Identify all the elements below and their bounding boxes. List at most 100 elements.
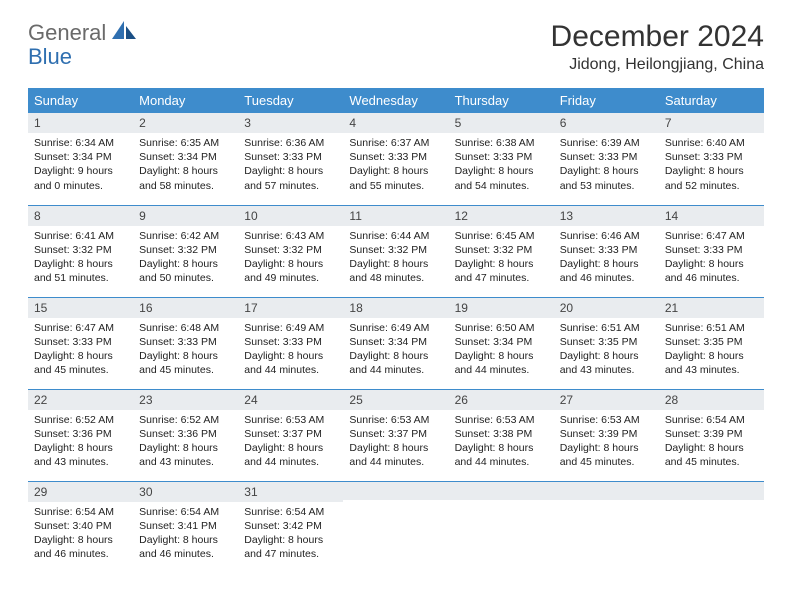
calendar-week-row: 1Sunrise: 6:34 AMSunset: 3:34 PMDaylight… xyxy=(28,113,764,205)
day-number: 4 xyxy=(343,113,448,133)
day-number: 1 xyxy=(28,113,133,133)
day-number: 9 xyxy=(133,206,238,226)
sunrise-text: Sunrise: 6:49 AM xyxy=(244,321,337,335)
day-details: Sunrise: 6:44 AMSunset: 3:32 PMDaylight:… xyxy=(343,226,448,290)
sunrise-text: Sunrise: 6:41 AM xyxy=(34,229,127,243)
calendar-day-cell: 8Sunrise: 6:41 AMSunset: 3:32 PMDaylight… xyxy=(28,205,133,297)
calendar-day-cell: 7Sunrise: 6:40 AMSunset: 3:33 PMDaylight… xyxy=(659,113,764,205)
calendar-day-cell xyxy=(659,481,764,573)
sunrise-text: Sunrise: 6:42 AM xyxy=(139,229,232,243)
sunrise-text: Sunrise: 6:34 AM xyxy=(34,136,127,150)
logo-text-general: General xyxy=(28,20,106,46)
day-number xyxy=(554,482,659,500)
calendar-day-cell: 18Sunrise: 6:49 AMSunset: 3:34 PMDayligh… xyxy=(343,297,448,389)
sunrise-text: Sunrise: 6:46 AM xyxy=(560,229,653,243)
calendar-week-row: 8Sunrise: 6:41 AMSunset: 3:32 PMDaylight… xyxy=(28,205,764,297)
sunset-text: Sunset: 3:34 PM xyxy=(455,335,548,349)
sunset-text: Sunset: 3:33 PM xyxy=(244,150,337,164)
sunset-text: Sunset: 3:33 PM xyxy=(455,150,548,164)
calendar-day-cell: 21Sunrise: 6:51 AMSunset: 3:35 PMDayligh… xyxy=(659,297,764,389)
weekday-header: Thursday xyxy=(449,88,554,113)
day-details: Sunrise: 6:41 AMSunset: 3:32 PMDaylight:… xyxy=(28,226,133,290)
day-number: 2 xyxy=(133,113,238,133)
sunset-text: Sunset: 3:36 PM xyxy=(139,427,232,441)
weekday-header: Monday xyxy=(133,88,238,113)
day-details: Sunrise: 6:46 AMSunset: 3:33 PMDaylight:… xyxy=(554,226,659,290)
sunset-text: Sunset: 3:33 PM xyxy=(244,335,337,349)
calendar-day-cell: 27Sunrise: 6:53 AMSunset: 3:39 PMDayligh… xyxy=(554,389,659,481)
day-number: 3 xyxy=(238,113,343,133)
sunrise-text: Sunrise: 6:44 AM xyxy=(349,229,442,243)
day-details: Sunrise: 6:52 AMSunset: 3:36 PMDaylight:… xyxy=(28,410,133,474)
calendar-day-cell xyxy=(449,481,554,573)
sunset-text: Sunset: 3:33 PM xyxy=(560,243,653,257)
daylight-text: Daylight: 8 hours and 45 minutes. xyxy=(34,349,127,377)
sunset-text: Sunset: 3:34 PM xyxy=(34,150,127,164)
calendar-day-cell: 1Sunrise: 6:34 AMSunset: 3:34 PMDaylight… xyxy=(28,113,133,205)
weekday-header: Friday xyxy=(554,88,659,113)
day-details: Sunrise: 6:45 AMSunset: 3:32 PMDaylight:… xyxy=(449,226,554,290)
sunrise-text: Sunrise: 6:54 AM xyxy=(139,505,232,519)
day-details: Sunrise: 6:35 AMSunset: 3:34 PMDaylight:… xyxy=(133,133,238,197)
day-details: Sunrise: 6:39 AMSunset: 3:33 PMDaylight:… xyxy=(554,133,659,197)
daylight-text: Daylight: 8 hours and 55 minutes. xyxy=(349,164,442,192)
sunset-text: Sunset: 3:33 PM xyxy=(349,150,442,164)
day-details: Sunrise: 6:53 AMSunset: 3:37 PMDaylight:… xyxy=(343,410,448,474)
logo-blue-text: Blue xyxy=(28,44,72,70)
daylight-text: Daylight: 8 hours and 43 minutes. xyxy=(665,349,758,377)
calendar-week-row: 15Sunrise: 6:47 AMSunset: 3:33 PMDayligh… xyxy=(28,297,764,389)
day-number: 26 xyxy=(449,390,554,410)
sunrise-text: Sunrise: 6:49 AM xyxy=(349,321,442,335)
calendar-day-cell: 29Sunrise: 6:54 AMSunset: 3:40 PMDayligh… xyxy=(28,481,133,573)
calendar-day-cell: 16Sunrise: 6:48 AMSunset: 3:33 PMDayligh… xyxy=(133,297,238,389)
calendar-day-cell: 4 Sunrise: 6:37 AMSunset: 3:33 PMDaylight… xyxy=(343,113,448,205)
daylight-text: Daylight: 8 hours and 43 minutes. xyxy=(560,349,653,377)
calendar-day-cell: 13Sunrise: 6:46 AMSunset: 3:33 PMDayligh… xyxy=(554,205,659,297)
daylight-text: Daylight: 8 hours and 46 minutes. xyxy=(34,533,127,561)
daylight-text: Daylight: 8 hours and 44 minutes. xyxy=(455,441,548,469)
sunrise-text: Sunrise: 6:54 AM xyxy=(34,505,127,519)
sunrise-text: Sunrise: 6:53 AM xyxy=(244,413,337,427)
sunset-text: Sunset: 3:32 PM xyxy=(34,243,127,257)
calendar-day-cell xyxy=(554,481,659,573)
sunrise-text: Sunrise: 6:52 AM xyxy=(34,413,127,427)
daylight-text: Daylight: 8 hours and 43 minutes. xyxy=(34,441,127,469)
sunset-text: Sunset: 3:34 PM xyxy=(139,150,232,164)
daylight-text: Daylight: 8 hours and 53 minutes. xyxy=(560,164,653,192)
sunrise-text: Sunrise: 6:48 AM xyxy=(139,321,232,335)
sunrise-text: Sunrise: 6:47 AM xyxy=(665,229,758,243)
daylight-text: Daylight: 8 hours and 49 minutes. xyxy=(244,257,337,285)
calendar-header-row: SundayMondayTuesdayWednesdayThursdayFrid… xyxy=(28,88,764,113)
title-block: December 2024 Jidong, Heilongjiang, Chin… xyxy=(551,20,764,74)
weekday-header: Saturday xyxy=(659,88,764,113)
sunset-text: Sunset: 3:42 PM xyxy=(244,519,337,533)
day-number: 28 xyxy=(659,390,764,410)
calendar-body: 1Sunrise: 6:34 AMSunset: 3:34 PMDaylight… xyxy=(28,113,764,573)
daylight-text: Daylight: 8 hours and 44 minutes. xyxy=(455,349,548,377)
day-number: 8 xyxy=(28,206,133,226)
calendar-day-cell: 19Sunrise: 6:50 AMSunset: 3:34 PMDayligh… xyxy=(449,297,554,389)
sunset-text: Sunset: 3:33 PM xyxy=(34,335,127,349)
sunset-text: Sunset: 3:37 PM xyxy=(349,427,442,441)
calendar-day-cell: 26Sunrise: 6:53 AMSunset: 3:38 PMDayligh… xyxy=(449,389,554,481)
sunrise-text: Sunrise: 6:53 AM xyxy=(349,413,442,427)
day-number: 20 xyxy=(554,298,659,318)
daylight-text: Daylight: 8 hours and 48 minutes. xyxy=(349,257,442,285)
day-details: Sunrise: 6:54 AMSunset: 3:39 PMDaylight:… xyxy=(659,410,764,474)
sunrise-text: Sunrise: 6:35 AM xyxy=(139,136,232,150)
sunset-text: Sunset: 3:38 PM xyxy=(455,427,548,441)
calendar-week-row: 22Sunrise: 6:52 AMSunset: 3:36 PMDayligh… xyxy=(28,389,764,481)
calendar-day-cell: 25Sunrise: 6:53 AMSunset: 3:37 PMDayligh… xyxy=(343,389,448,481)
calendar-table: SundayMondayTuesdayWednesdayThursdayFrid… xyxy=(28,88,764,573)
sunrise-text: Sunrise: 6:39 AM xyxy=(560,136,653,150)
sunrise-text: Sunrise: 6:47 AM xyxy=(34,321,127,335)
day-details: Sunrise: 6:49 AMSunset: 3:34 PMDaylight:… xyxy=(343,318,448,382)
calendar-day-cell: 10Sunrise: 6:43 AMSunset: 3:32 PMDayligh… xyxy=(238,205,343,297)
day-number xyxy=(659,482,764,500)
day-number: 16 xyxy=(133,298,238,318)
calendar-day-cell: 30Sunrise: 6:54 AMSunset: 3:41 PMDayligh… xyxy=(133,481,238,573)
day-details: Sunrise: 6:53 AMSunset: 3:37 PMDaylight:… xyxy=(238,410,343,474)
calendar-day-cell: 12Sunrise: 6:45 AMSunset: 3:32 PMDayligh… xyxy=(449,205,554,297)
sunset-text: Sunset: 3:39 PM xyxy=(665,427,758,441)
sunrise-text: Sunrise: 6:37 AM xyxy=(349,136,442,150)
